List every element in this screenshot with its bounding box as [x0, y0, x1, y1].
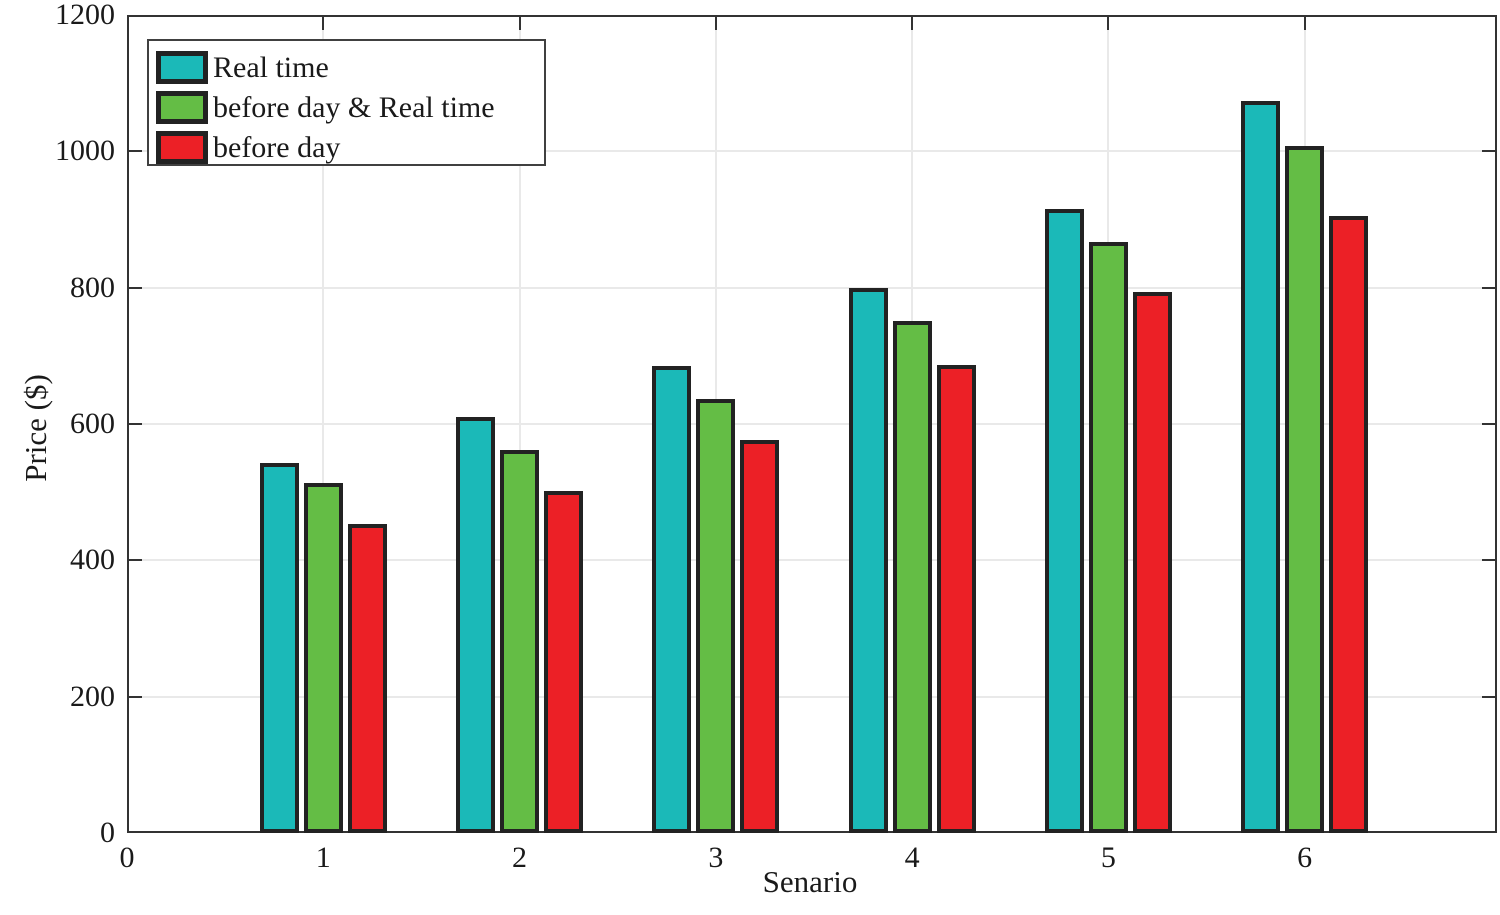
- bar-real-time-senario-1: [260, 463, 299, 833]
- y-tick-left-400: [129, 559, 142, 562]
- x-tick-top-4: [911, 17, 914, 30]
- v-gridline-1: [322, 17, 325, 831]
- y-tick-label-1200: 1200: [55, 0, 115, 31]
- bar-before-day-real-time-senario-1: [304, 483, 343, 833]
- legend-item-real-time: Real time: [149, 47, 544, 87]
- legend-item-before-day: before day: [149, 127, 544, 167]
- bar-real-time-senario-4: [849, 288, 888, 833]
- x-axis-title: Senario: [762, 864, 858, 899]
- x-tick-top-2: [518, 17, 521, 30]
- bar-before-day-senario-4: [937, 365, 976, 833]
- bar-before-day-senario-6: [1329, 216, 1368, 833]
- y-tick-right-800: [1482, 286, 1495, 289]
- y-tick-right-1000: [1482, 150, 1495, 153]
- y-tick-left-200: [129, 695, 142, 698]
- legend-label: Real time: [213, 50, 329, 84]
- y-tick-left-800: [129, 286, 142, 289]
- x-tick-top-1: [322, 17, 325, 30]
- legend-item-before-day-real-time: before day & Real time: [149, 87, 544, 127]
- bar-before-day-real-time-senario-2: [500, 450, 539, 833]
- x-tick-label-0: 0: [119, 841, 135, 874]
- y-tick-right-400: [1482, 559, 1495, 562]
- h-gridline-800: [129, 286, 1495, 289]
- y-tick-label-400: 400: [70, 543, 115, 577]
- bar-before-day-real-time-senario-3: [696, 399, 735, 833]
- bar-before-day-real-time-senario-6: [1285, 146, 1324, 833]
- bar-real-time-senario-5: [1045, 209, 1084, 833]
- legend-swatch-real-time: [156, 50, 208, 84]
- bar-before-day-senario-2: [544, 491, 583, 833]
- h-gridline-200: [129, 695, 1495, 698]
- h-gridline-600: [129, 423, 1495, 425]
- y-tick-label-1000: 1000: [55, 134, 115, 168]
- bar-before-day-senario-5: [1133, 292, 1172, 833]
- legend: Real time before day & Real time before da…: [147, 39, 546, 166]
- y-tick-label-600: 600: [70, 407, 115, 440]
- bar-before-day-real-time-senario-4: [893, 321, 932, 833]
- bar-real-time-senario-3: [652, 366, 691, 833]
- y-tick-label-200: 200: [70, 679, 115, 713]
- h-gridline-1000: [129, 150, 1495, 153]
- x-tick-label-2: 2: [512, 841, 528, 874]
- x-tick-label-5: 5: [1100, 841, 1116, 874]
- x-tick-label-1: 1: [315, 841, 331, 874]
- x-tick-top-6: [1303, 17, 1306, 30]
- bar-before-day-senario-3: [740, 440, 779, 833]
- bar-before-day-real-time-senario-5: [1089, 242, 1128, 833]
- y-tick-label-800: 800: [70, 270, 115, 304]
- y-tick-label-0: 0: [100, 816, 115, 849]
- legend-swatch-before-day: [156, 130, 208, 164]
- x-tick-label-6: 6: [1297, 841, 1313, 874]
- legend-label: before day: [213, 130, 341, 164]
- y-tick-left-1000: [129, 150, 142, 153]
- legend-label: before day & Real time: [213, 90, 495, 124]
- x-tick-top-5: [1107, 17, 1110, 30]
- x-tick-label-4: 4: [904, 841, 920, 874]
- y-tick-right-200: [1482, 695, 1495, 698]
- bar-before-day-senario-1: [348, 524, 387, 833]
- bar-real-time-senario-2: [456, 417, 495, 833]
- y-tick-right-600: [1482, 423, 1495, 425]
- x-tick-top-3: [714, 17, 717, 30]
- x-tick-label-3: 3: [708, 841, 724, 874]
- legend-swatch-before-day-real-time: [156, 90, 208, 124]
- bar-real-time-senario-6: [1241, 101, 1280, 833]
- h-gridline-400: [129, 559, 1495, 562]
- y-tick-left-600: [129, 423, 142, 425]
- v-gridline-2: [518, 17, 521, 831]
